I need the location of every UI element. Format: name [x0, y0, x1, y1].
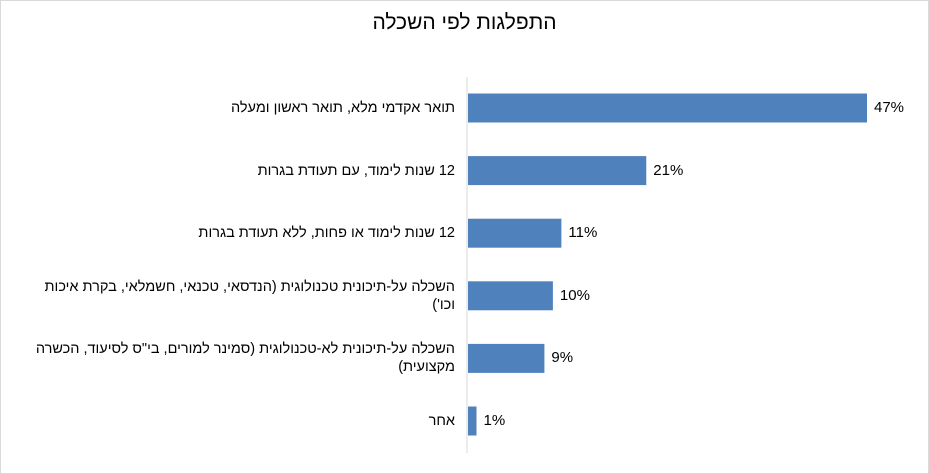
data-label: 10% [559, 286, 590, 304]
bar [468, 218, 562, 248]
bar [468, 281, 553, 311]
bar [468, 93, 867, 123]
data-label: 1% [483, 412, 506, 429]
data-label: 9% [551, 349, 574, 367]
chart-title: התפלגות לפי השכלה [372, 11, 557, 34]
data-label: 11% [568, 224, 598, 242]
data-label: 21% [653, 161, 684, 179]
bar [468, 156, 647, 186]
category-label: 12 שנות לימוד או פחות, ללא תעודת בגרות [198, 225, 455, 242]
category-label: 12 שנות לימוד, עם תעודת בגרות [257, 162, 455, 179]
bar [468, 343, 545, 373]
data-label: 47% [874, 99, 905, 116]
category-label: השכלה על-תיכונית טכנולוגית (הנדסאי, טכנא… [44, 278, 455, 313]
category-label: השכלה על-תיכונית לא-טכנולוגית (סמינר למו… [35, 341, 455, 376]
category-label: תואר אקדמי מלא, תואר ראשון ומעלה [230, 100, 455, 116]
bar [468, 406, 477, 436]
category-label: אחר [428, 413, 455, 429]
